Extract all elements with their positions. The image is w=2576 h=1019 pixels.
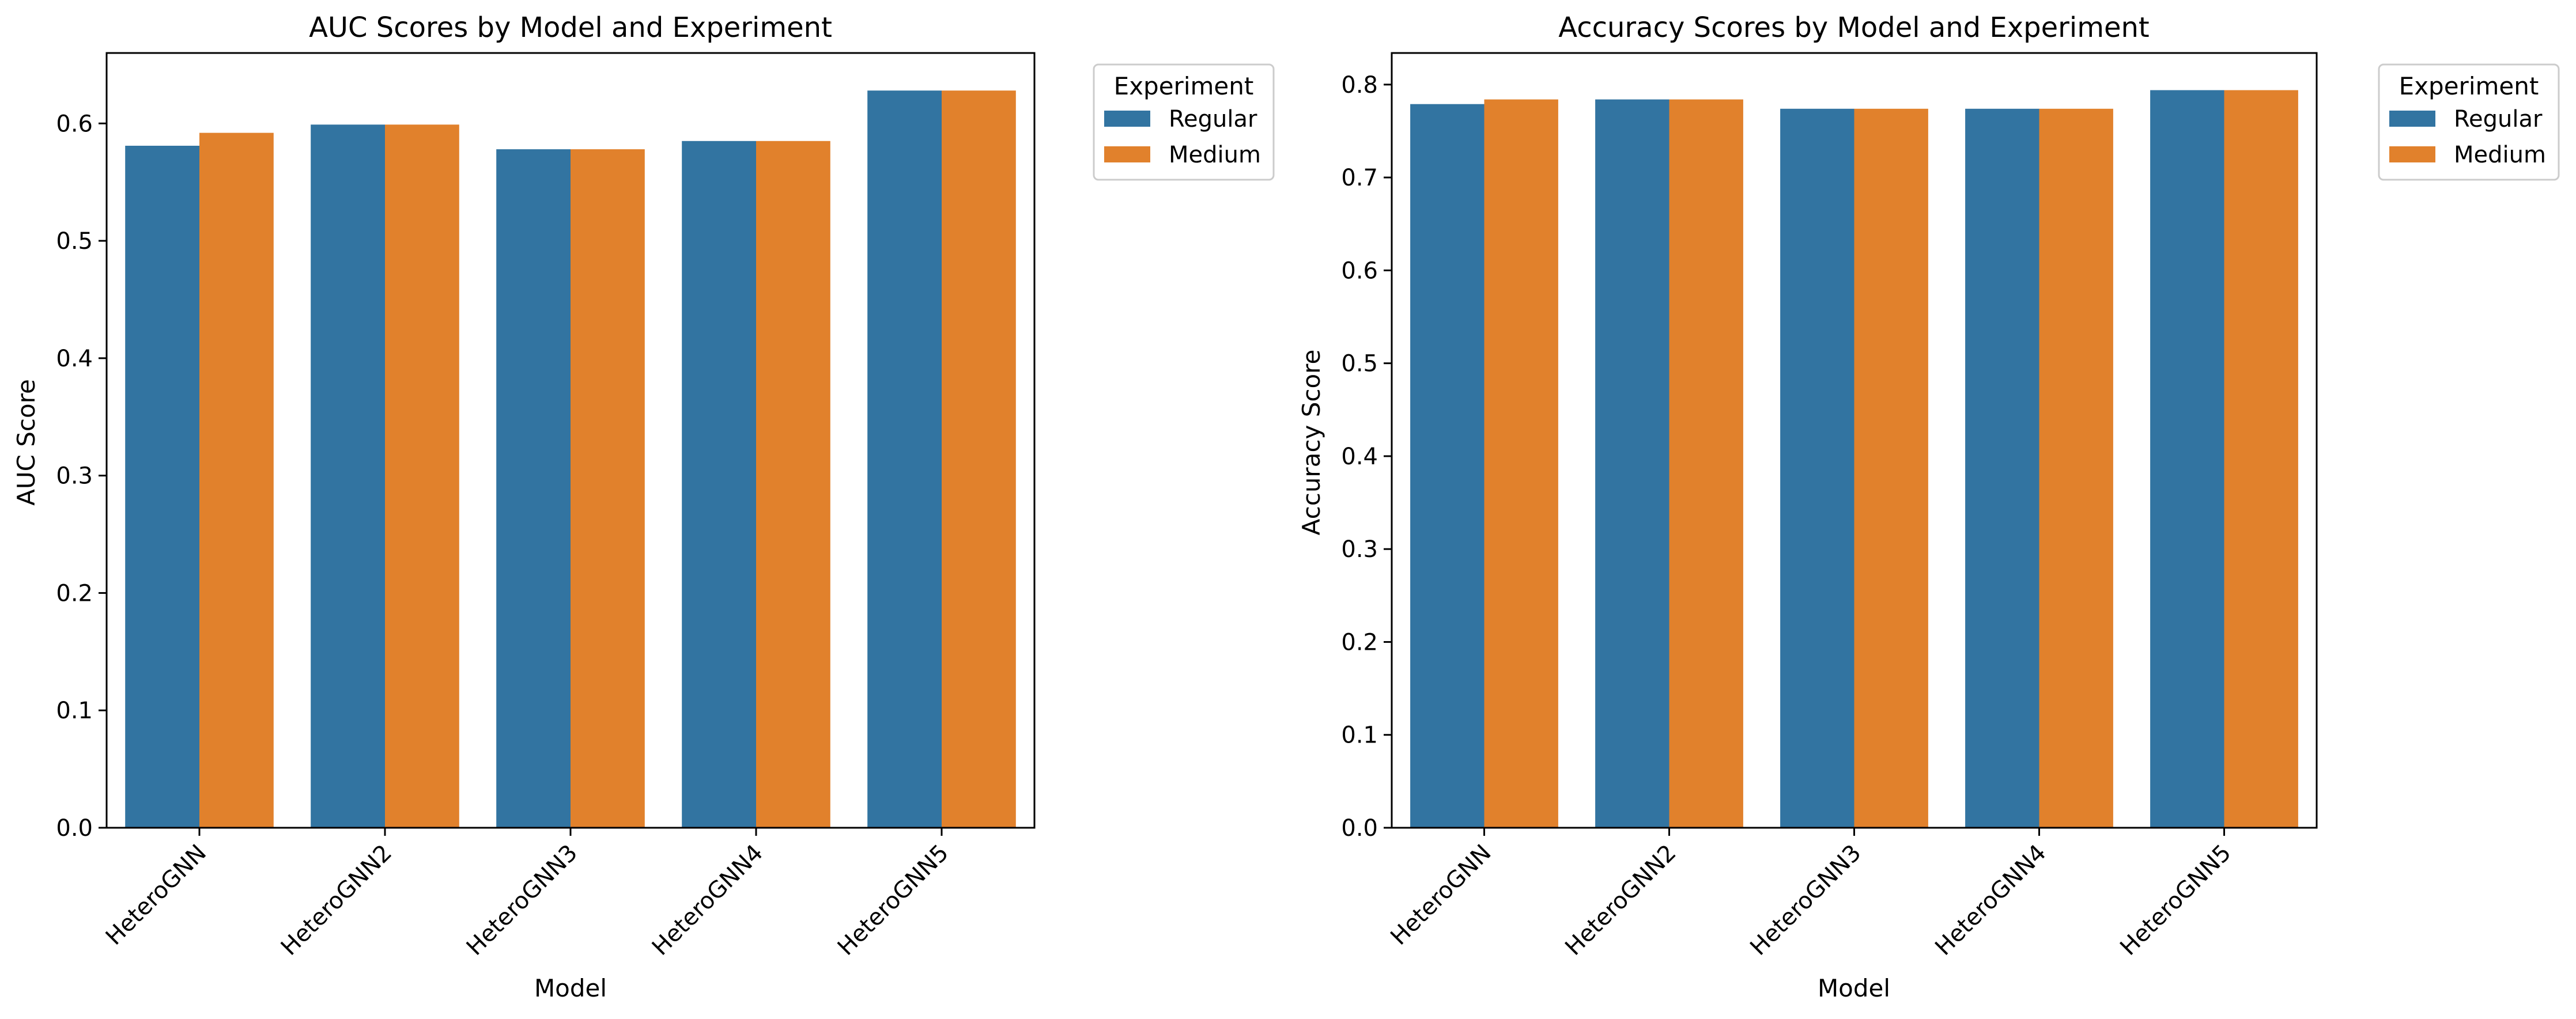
x-tick-label: HeteroGNN2 <box>276 840 397 961</box>
y-ticks: 0.0 0.1 0.2 0.3 0.4 0.5 0.6 <box>56 111 107 842</box>
y-axis-label: Accuracy Score <box>1297 350 1325 536</box>
bar-medium-heterognn3 <box>1854 108 1928 828</box>
legend-swatch-medium <box>2389 146 2435 162</box>
y-ticks: 0.0 0.1 0.2 0.3 0.4 0.5 0.6 0.7 0.8 <box>1341 72 1392 842</box>
bar-regular-heterognn5 <box>867 90 942 828</box>
bar-regular-heterognn4 <box>1965 108 2039 828</box>
y-tick-label: 0.5 <box>1341 351 1378 377</box>
x-tick-label: HeteroGNN2 <box>1560 840 1681 961</box>
y-tick-label: 0.4 <box>56 346 93 372</box>
bar-medium-heterognn <box>199 132 274 828</box>
chart-title: AUC Scores by Model and Experiment <box>309 12 832 44</box>
y-tick-label: 0.8 <box>1341 72 1378 99</box>
legend-title: Experiment <box>2399 72 2539 100</box>
y-tick-label: 0.7 <box>1341 165 1378 191</box>
x-tick-label: HeteroGNN5 <box>2115 840 2236 961</box>
x-tick-label: HeteroGNN <box>101 840 211 950</box>
chart-title: Accuracy Scores by Model and Experiment <box>1558 12 2150 44</box>
bar-regular-heterognn2 <box>311 124 385 828</box>
y-tick-label: 0.1 <box>1341 722 1378 749</box>
y-tick-label: 0.2 <box>56 580 93 607</box>
auc-chart: AUC Scores by Model and Experiment AUC S… <box>12 12 1275 1002</box>
y-axis-label: AUC Score <box>12 379 40 506</box>
bar-regular-heterognn2 <box>1595 99 1670 828</box>
legend-swatch-medium <box>1104 146 1150 162</box>
legend-label-medium: Medium <box>1169 142 1261 168</box>
y-tick-label: 0.0 <box>56 815 93 842</box>
bar-medium-heterognn2 <box>1669 99 1743 828</box>
x-axis-label: Model <box>534 974 607 1002</box>
y-tick-label: 0.6 <box>1341 257 1378 284</box>
legend-label-regular: Regular <box>1169 106 1257 132</box>
bar-medium-heterognn5 <box>942 90 1016 828</box>
x-tick-label: HeteroGNN3 <box>1745 840 1866 961</box>
legend-label-regular: Regular <box>2454 106 2543 132</box>
bar-group <box>1410 90 2298 828</box>
bar-medium-heterognn4 <box>2039 108 2113 828</box>
y-tick-label: 0.4 <box>1341 444 1378 470</box>
y-tick-label: 0.3 <box>1341 536 1378 563</box>
plot-frame <box>1391 52 2318 829</box>
y-tick-label: 0.3 <box>56 463 93 490</box>
bar-medium-heterognn4 <box>756 141 830 828</box>
x-ticks: HeteroGNN HeteroGNN2 HeteroGNN3 HeteroGNN4 H… <box>1385 828 2237 961</box>
bar-medium-heterognn <box>1484 99 1558 828</box>
legend: Experiment Regular Medium <box>2378 63 2560 181</box>
y-tick-label: 0.2 <box>1341 629 1378 656</box>
x-tick-label: HeteroGNN <box>1385 840 1496 950</box>
y-tick-label: 0.0 <box>1341 815 1378 842</box>
plot-frame <box>105 52 1036 829</box>
x-axis-label: Model <box>1818 974 1890 1002</box>
bar-regular-heterognn <box>1410 104 1485 828</box>
bar-medium-heterognn5 <box>2224 90 2298 828</box>
bar-regular-heterognn3 <box>496 149 571 828</box>
y-tick-label: 0.6 <box>56 111 93 137</box>
bar-group <box>125 90 1016 828</box>
x-ticks: HeteroGNN HeteroGNN2 HeteroGNN3 HeteroGNN4 H… <box>101 828 954 961</box>
legend-swatch-regular <box>2389 111 2435 127</box>
y-tick-label: 0.1 <box>56 698 93 724</box>
bar-regular-heterognn4 <box>682 141 756 828</box>
x-tick-label: HeteroGNN3 <box>462 840 583 961</box>
y-tick-label: 0.5 <box>56 228 93 255</box>
x-tick-label: HeteroGNN4 <box>1930 840 2051 961</box>
legend-label-medium: Medium <box>2454 142 2546 168</box>
legend: Experiment Regular Medium <box>1093 63 1275 181</box>
legend-title: Experiment <box>1114 72 1254 100</box>
bar-regular-heterognn <box>125 146 199 828</box>
x-tick-label: HeteroGNN5 <box>833 840 954 961</box>
bar-medium-heterognn3 <box>571 149 645 828</box>
accuracy-chart: Accuracy Scores by Model and Experiment … <box>1297 12 2560 1002</box>
bar-medium-heterognn2 <box>385 124 459 828</box>
bar-regular-heterognn3 <box>1780 108 1854 828</box>
legend-swatch-regular <box>1104 111 1150 127</box>
bar-regular-heterognn5 <box>2150 90 2224 828</box>
x-tick-label: HeteroGNN4 <box>647 840 768 961</box>
